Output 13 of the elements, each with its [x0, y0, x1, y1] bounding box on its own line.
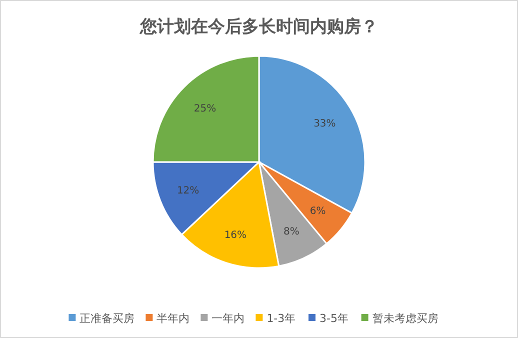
legend-label: 3-5年: [320, 312, 348, 325]
legend-label: 正准备买房: [80, 312, 135, 325]
data-label: 16%: [224, 230, 247, 242]
data-label: 6%: [310, 206, 326, 218]
legend-label: 半年内: [156, 312, 190, 325]
legend-label: 一年内: [212, 312, 245, 325]
data-label: 12%: [176, 186, 200, 197]
legend-label: 1-3年: [266, 312, 296, 325]
data-label: 25%: [194, 104, 216, 115]
data-label: 8%: [284, 226, 300, 238]
chart-title: 您计划在今后多长时间内购房？: [139, 17, 378, 37]
data-label: 33%: [314, 118, 336, 130]
legend-label: 暂未考虑买房: [372, 312, 438, 325]
